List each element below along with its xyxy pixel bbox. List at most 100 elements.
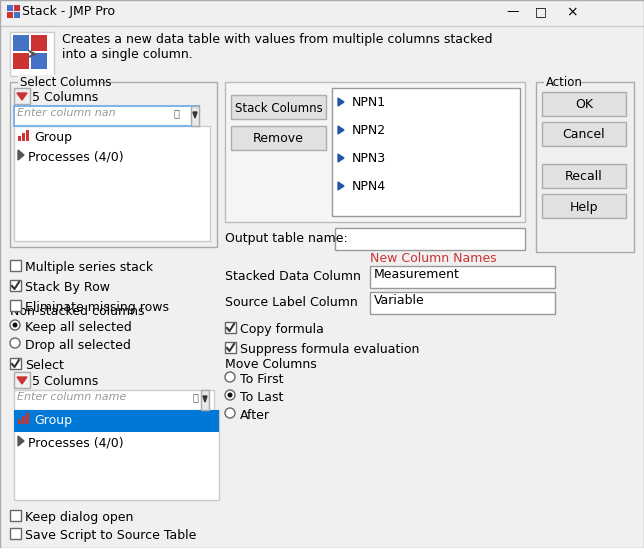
- Polygon shape: [17, 93, 27, 100]
- Bar: [18, 419, 21, 424]
- Polygon shape: [203, 396, 207, 402]
- Bar: [14, 390, 214, 410]
- Bar: [10, 358, 21, 369]
- Text: Drop all selected: Drop all selected: [25, 339, 131, 352]
- Text: After: After: [240, 409, 270, 422]
- Circle shape: [225, 408, 235, 418]
- Bar: [14, 106, 199, 126]
- Text: Help: Help: [570, 201, 598, 214]
- Bar: [22, 133, 25, 141]
- Text: Source Label Column: Source Label Column: [225, 296, 358, 309]
- Polygon shape: [338, 182, 344, 190]
- Bar: [14, 372, 30, 388]
- Bar: [10, 510, 21, 521]
- Text: Non-stacked columns: Non-stacked columns: [10, 305, 144, 318]
- Bar: [31, 53, 47, 69]
- Text: Select: Select: [25, 359, 64, 372]
- Bar: [225, 342, 236, 353]
- Polygon shape: [18, 436, 24, 446]
- Text: Cancel: Cancel: [563, 128, 605, 141]
- Circle shape: [225, 372, 235, 382]
- Bar: [10, 82, 217, 247]
- Text: 5 Columns: 5 Columns: [32, 375, 99, 388]
- Bar: [10, 280, 21, 291]
- Bar: [542, 194, 626, 218]
- Text: Eliminate missing rows: Eliminate missing rows: [25, 301, 169, 314]
- Text: 5 Columns: 5 Columns: [32, 91, 99, 104]
- Text: Creates a new data table with values from multiple columns stacked
into a single: Creates a new data table with values fro…: [62, 33, 493, 61]
- Bar: [10, 260, 21, 271]
- Text: Move Columns: Move Columns: [225, 358, 317, 371]
- Bar: [335, 228, 525, 250]
- Text: —: —: [506, 5, 518, 18]
- Text: To Last: To Last: [240, 391, 283, 404]
- Text: New Column Names: New Column Names: [370, 252, 497, 265]
- Bar: [14, 12, 20, 18]
- Text: NPN2: NPN2: [352, 124, 386, 137]
- Bar: [18, 136, 21, 141]
- Bar: [26, 130, 29, 141]
- Text: Variable: Variable: [374, 294, 425, 307]
- Polygon shape: [338, 126, 344, 134]
- Bar: [22, 416, 25, 424]
- Bar: [191, 106, 199, 126]
- Bar: [542, 164, 626, 188]
- Bar: [26, 413, 29, 424]
- Text: To First: To First: [240, 373, 283, 386]
- Polygon shape: [17, 377, 27, 384]
- Text: Group: Group: [34, 131, 72, 144]
- Bar: [14, 410, 219, 500]
- Text: Enter column nan: Enter column nan: [17, 108, 116, 118]
- Text: Output table name:: Output table name:: [225, 232, 348, 245]
- Bar: [544, 75, 581, 89]
- Text: Action: Action: [546, 76, 583, 88]
- Text: 🔑: 🔑: [193, 392, 199, 402]
- Bar: [10, 300, 21, 311]
- Text: Group: Group: [34, 414, 72, 427]
- Text: Copy formula: Copy formula: [240, 323, 324, 336]
- Circle shape: [227, 392, 232, 397]
- Text: OK: OK: [575, 99, 593, 111]
- Bar: [14, 126, 210, 241]
- Bar: [7, 12, 13, 18]
- Text: Keep all selected: Keep all selected: [25, 321, 132, 334]
- Bar: [13, 35, 29, 51]
- Bar: [332, 88, 520, 216]
- Polygon shape: [193, 112, 197, 118]
- Bar: [201, 390, 209, 410]
- Bar: [0, 0, 644, 26]
- Circle shape: [10, 338, 20, 348]
- Text: NPN1: NPN1: [352, 96, 386, 109]
- Text: NPN3: NPN3: [352, 152, 386, 165]
- Bar: [225, 322, 236, 333]
- Text: Keep dialog open: Keep dialog open: [25, 511, 133, 524]
- Circle shape: [10, 320, 20, 330]
- Bar: [370, 292, 555, 314]
- Text: Remove: Remove: [253, 133, 304, 146]
- Bar: [10, 528, 21, 539]
- Bar: [231, 126, 326, 150]
- Polygon shape: [338, 154, 344, 162]
- Text: Save Script to Source Table: Save Script to Source Table: [25, 529, 196, 542]
- Bar: [14, 410, 219, 432]
- Bar: [10, 32, 54, 76]
- Text: ×: ×: [566, 5, 578, 19]
- Text: □: □: [535, 5, 547, 18]
- Text: Stack - JMP Pro: Stack - JMP Pro: [22, 5, 115, 18]
- Bar: [231, 95, 326, 119]
- Text: Measurement: Measurement: [374, 268, 460, 281]
- Polygon shape: [18, 150, 24, 160]
- Text: Processes (4/0): Processes (4/0): [28, 437, 124, 450]
- Text: Select Columns: Select Columns: [20, 76, 111, 88]
- Bar: [31, 35, 47, 51]
- Bar: [13, 53, 29, 69]
- Text: NPN4: NPN4: [352, 180, 386, 193]
- Text: Enter column name: Enter column name: [17, 392, 126, 402]
- Text: Multiple series stack: Multiple series stack: [25, 261, 153, 274]
- Bar: [542, 122, 626, 146]
- Circle shape: [12, 323, 17, 328]
- Text: 🔑: 🔑: [174, 108, 180, 118]
- Circle shape: [225, 390, 235, 400]
- Bar: [7, 5, 13, 11]
- Text: Processes (4/0): Processes (4/0): [28, 151, 124, 164]
